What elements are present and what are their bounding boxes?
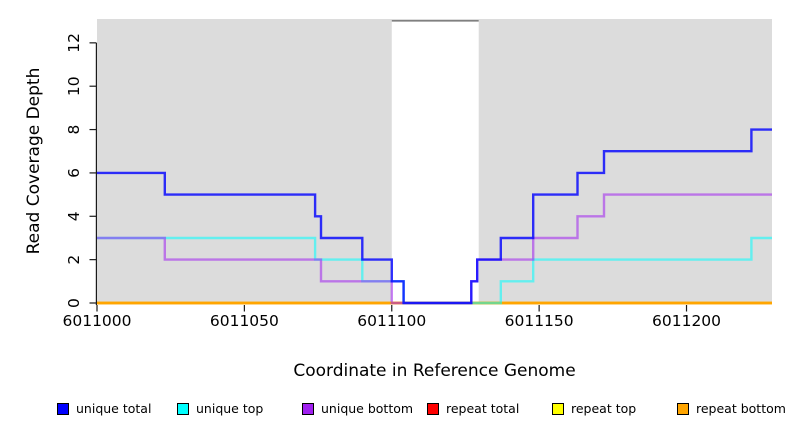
legend-item-unique-top: unique top (177, 401, 263, 416)
legend-item-repeat-total: repeat total (427, 401, 519, 416)
legend-label-unique-total: unique total (76, 401, 152, 416)
x-tick-label: 6011050 (210, 312, 279, 330)
x-tick-label: 6011000 (62, 312, 131, 330)
y-tick-label: 10 (65, 76, 83, 96)
y-tick-label: 12 (65, 33, 83, 53)
legend-label-unique-top: unique top (196, 401, 264, 416)
y-tick-label: 4 (65, 211, 83, 221)
x-tick-label: 6011200 (652, 312, 721, 330)
legend-swatch-unique-top (177, 402, 189, 415)
legend-label-repeat-bottom: repeat bottom (696, 401, 786, 416)
coverage-gap-band (391, 20, 479, 305)
y-tick-label: 6 (65, 168, 83, 178)
y-tick-label: 2 (65, 255, 83, 265)
legend-item-repeat-bottom: repeat bottom (677, 401, 786, 416)
legend-swatch-repeat-top (552, 402, 564, 415)
legend-swatch-unique-bottom (302, 402, 314, 415)
legend-swatch-unique-total (57, 402, 69, 415)
legend-item-repeat-top: repeat top (552, 401, 636, 416)
legend-label-repeat-total: repeat total (446, 401, 520, 416)
legend-label-repeat-top: repeat top (571, 401, 637, 416)
y-tick-label: 0 (65, 298, 83, 308)
legend-item-unique-total: unique total (57, 401, 151, 416)
legend-item-unique-bottom: unique bottom (302, 401, 413, 416)
x-axis-title: Coordinate in Reference Genome (293, 361, 575, 381)
legend-swatch-repeat-total (427, 402, 439, 415)
y-tick-label: 8 (65, 125, 83, 135)
series-line-unique-total (97, 128, 772, 305)
legend-label-unique-bottom: unique bottom (321, 401, 414, 416)
x-tick-label: 6011150 (505, 312, 574, 330)
legend-swatch-repeat-bottom (677, 402, 689, 415)
y-axis-title: Read Coverage Depth (24, 68, 44, 255)
x-tick-label: 6011100 (357, 312, 426, 330)
